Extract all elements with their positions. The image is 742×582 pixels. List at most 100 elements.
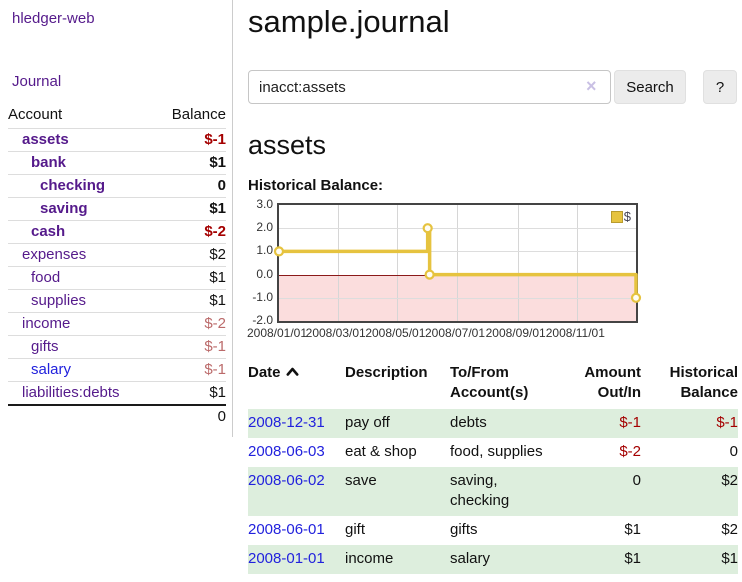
- x-tick-label: 2008/07/01: [424, 326, 486, 340]
- register-col-amount: Amount Out/In: [584, 364, 641, 401]
- account-balance: 0: [154, 174, 226, 198]
- accounts-total-value: 0: [154, 404, 226, 428]
- data-point-marker: [273, 246, 285, 257]
- gridline: [279, 251, 636, 253]
- balance-line: [273, 223, 642, 303]
- x-tick-label: 2008/05/01: [365, 326, 426, 340]
- account-row: food $1: [8, 266, 226, 290]
- data-point-marker: [422, 223, 433, 234]
- transaction-description: pay off: [345, 414, 390, 431]
- gridline: [279, 228, 636, 230]
- account-balance: $-1: [154, 128, 226, 152]
- account-link-assets[interactable]: assets: [22, 131, 69, 148]
- gridline: [337, 205, 339, 321]
- account-link-bank[interactable]: bank: [31, 154, 67, 171]
- sort-ascending-icon: [286, 367, 299, 376]
- transaction-accounts: food, supplies: [450, 443, 543, 460]
- transaction-date-link[interactable]: 2008-06-01: [248, 521, 325, 538]
- y-tick-label: -1.0: [252, 289, 273, 304]
- chart-plot-area: $: [273, 203, 642, 323]
- account-balance: $1: [154, 381, 226, 405]
- register-row[interactable]: 2008-06-03 eat & shop food, supplies $-2 0: [248, 438, 738, 467]
- account-heading: assets: [248, 130, 327, 160]
- chart-legend: $: [610, 209, 631, 224]
- register-row[interactable]: 2008-01-01 income salary $1 $1: [248, 545, 738, 574]
- account-balance: $-2: [154, 312, 226, 336]
- sidebar: hledger-web Journal Account Balance asse…: [0, 0, 233, 437]
- gridline: [577, 205, 579, 321]
- account-link-supplies[interactable]: supplies: [31, 292, 87, 309]
- register-col-date[interactable]: Date: [248, 360, 345, 409]
- search-button[interactable]: Search: [614, 70, 686, 104]
- account-row: checking 0: [8, 174, 226, 198]
- x-tick-label: 2008/03/01: [305, 326, 366, 340]
- transaction-accounts: debts: [450, 414, 487, 431]
- data-point-marker: [630, 292, 642, 303]
- gridline: [397, 205, 399, 321]
- transaction-description: gift: [345, 521, 366, 538]
- register-row[interactable]: 2008-06-01 gift gifts $1 $2: [248, 516, 738, 545]
- app-brand-link[interactable]: hledger-web: [12, 10, 95, 27]
- help-button[interactable]: ?: [703, 70, 737, 104]
- sidebar-item-journal[interactable]: Journal: [12, 73, 62, 90]
- transaction-balance: $2: [721, 472, 738, 489]
- transaction-balance: $2: [721, 521, 738, 538]
- account-balance: $1: [154, 266, 226, 290]
- account-balance: $1: [154, 197, 226, 221]
- transaction-date-link[interactable]: 2008-12-31: [248, 414, 325, 431]
- account-link-liabilities-debts[interactable]: liabilities:debts: [22, 384, 120, 401]
- legend-label: $: [623, 209, 631, 224]
- register-row[interactable]: 2008-06-02 save saving, checking 0 $2: [248, 467, 738, 516]
- transaction-accounts: salary: [450, 550, 491, 567]
- x-tick-label: 2008/01/01: [246, 326, 308, 340]
- gridline: [517, 205, 519, 321]
- account-link-expenses[interactable]: expenses: [22, 246, 87, 263]
- y-tick-label: 1.0: [256, 243, 273, 258]
- transaction-date-link[interactable]: 2008-01-01: [248, 550, 325, 567]
- account-link-saving[interactable]: saving: [40, 200, 88, 217]
- transaction-amount: $1: [624, 550, 641, 567]
- transaction-description: save: [345, 472, 377, 489]
- y-tick-label: -2.0: [252, 313, 273, 327]
- account-balance: $1: [154, 151, 226, 175]
- transaction-date-link[interactable]: 2008-06-02: [248, 472, 325, 489]
- accounts-table: Account Balance assets $-1 bank $1 checking 0…: [8, 103, 226, 428]
- y-tick-label: 2.0: [256, 220, 273, 235]
- account-balance: $-1: [154, 335, 226, 359]
- register-col-balance: Historical Balance: [669, 364, 738, 401]
- register-col-accounts: To/From Account(s): [450, 364, 529, 401]
- account-row: assets $-1: [8, 128, 226, 152]
- account-balance: $-2: [154, 220, 226, 244]
- transaction-balance: $-1: [716, 414, 738, 431]
- account-row: supplies $1: [8, 289, 226, 313]
- account-row: gifts $-1: [8, 335, 226, 359]
- account-row: saving $1: [8, 197, 226, 221]
- accounts-col-account: Account: [8, 106, 63, 123]
- accounts-total-row: 0: [8, 404, 226, 428]
- y-tick-label: 3.0: [256, 197, 273, 211]
- transaction-accounts: saving, checking: [450, 472, 510, 509]
- chart-heading: Historical Balance:: [248, 177, 384, 194]
- account-link-cash[interactable]: cash: [31, 223, 66, 240]
- register-row[interactable]: 2008-12-31 pay off debts $-1 $-1: [248, 409, 738, 438]
- accounts-col-balance: Balance: [171, 106, 226, 123]
- transaction-balance: 0: [729, 443, 738, 460]
- account-row: salary $-1: [8, 358, 226, 382]
- account-link-salary[interactable]: salary: [31, 361, 72, 378]
- account-row: liabilities:debts $1: [8, 381, 226, 405]
- x-tick-label: 2008/11/01: [545, 326, 605, 340]
- account-balance: $-1: [154, 358, 226, 382]
- transaction-amount: $-2: [619, 443, 641, 460]
- transaction-description: income: [345, 550, 394, 567]
- legend-swatch-icon: [610, 210, 623, 223]
- account-link-gifts[interactable]: gifts: [31, 338, 59, 355]
- account-balance: $1: [154, 289, 226, 313]
- search-input[interactable]: [248, 70, 611, 104]
- historical-balance-chart: $ 2008/01/01 2008/03/01 2008/05/01 2008/07/…: [243, 197, 738, 342]
- transaction-amount: 0: [632, 472, 641, 489]
- transaction-date-link[interactable]: 2008-06-03: [248, 443, 325, 460]
- clear-search-icon[interactable]: ×: [586, 76, 597, 96]
- account-link-income[interactable]: income: [22, 315, 71, 332]
- account-link-food[interactable]: food: [31, 269, 61, 286]
- account-link-checking[interactable]: checking: [40, 177, 106, 194]
